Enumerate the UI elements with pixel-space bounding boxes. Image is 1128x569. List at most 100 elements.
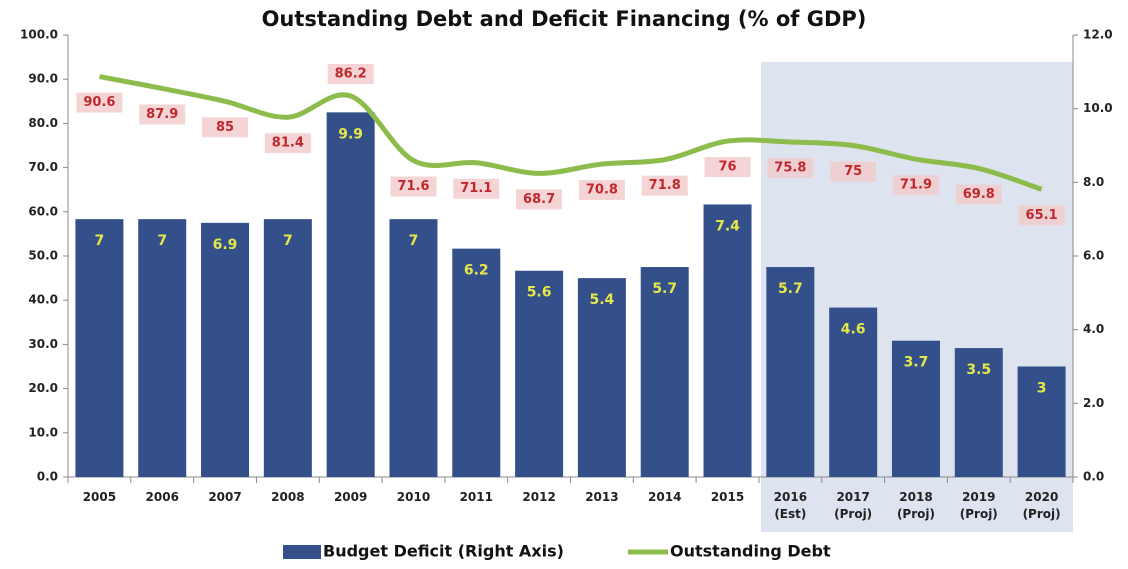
- debt-label-box: [955, 184, 1002, 205]
- y2-tick-label: 4.0: [1083, 322, 1104, 336]
- y-tick-label: 0.0: [37, 470, 58, 484]
- bar-value-label: 6.9: [213, 237, 238, 253]
- x-tick-label: 2009: [333, 490, 368, 504]
- legend-swatch: [283, 545, 321, 559]
- y2-tick-label: 2.0: [1083, 396, 1104, 410]
- bar-value-label: 7: [157, 233, 167, 249]
- debt-value-label: 85: [216, 120, 234, 135]
- bar-value-label: 3: [1037, 381, 1047, 397]
- debt-label-box: [453, 178, 500, 199]
- x-tick-label: 2014: [648, 490, 682, 504]
- bar: [766, 267, 815, 477]
- debt-value-label: 81.4: [272, 136, 304, 151]
- debt-label-box: [139, 104, 186, 125]
- debt-label-box: [390, 176, 437, 197]
- bar: [891, 340, 940, 477]
- bar-value-label: 7: [409, 233, 419, 249]
- debt-label-box: [892, 175, 939, 196]
- y-tick-label: 80.0: [28, 116, 58, 130]
- bar: [954, 348, 1003, 477]
- debt-value-label: 90.6: [83, 95, 115, 110]
- bar-value-label: 6.2: [464, 263, 489, 279]
- y-tick-label: 10.0: [28, 425, 58, 439]
- x-tick-label: 2010: [396, 490, 431, 504]
- bar: [452, 248, 501, 477]
- bar: [263, 219, 312, 477]
- bar: [703, 204, 752, 477]
- debt-value-label: 71.6: [397, 179, 429, 194]
- debt-value-label: 75.8: [774, 160, 806, 175]
- bar: [201, 222, 250, 477]
- debt-value-label: 76: [718, 160, 736, 175]
- debt-label-box: [641, 175, 688, 196]
- bar-value-label: 7.4: [715, 218, 740, 234]
- y2-tick-label: 6.0: [1083, 249, 1104, 263]
- x-tick-label: 2015: [710, 490, 745, 504]
- debt-label-box: [578, 180, 625, 201]
- debt-line: [98, 74, 1043, 192]
- legend-label: Budget Deficit (Right Axis): [323, 542, 564, 561]
- bar-value-label: 5.7: [778, 281, 803, 297]
- debt-label-box: [516, 189, 563, 210]
- x-tick-label: 2006: [145, 490, 179, 504]
- y-tick-label: 50.0: [28, 249, 58, 263]
- bar: [326, 112, 375, 477]
- bar: [75, 219, 124, 477]
- y-tick-label: 90.0: [28, 72, 58, 86]
- debt-value-label: 65.1: [1026, 208, 1058, 223]
- bar-value-label: 3.5: [966, 362, 991, 378]
- debt-value-label: 87.9: [146, 107, 178, 122]
- bar-value-label: 5.6: [527, 285, 552, 301]
- bar: [640, 267, 689, 477]
- x-tick-label: 2013: [585, 490, 619, 504]
- debt-value-label: 71.1: [460, 181, 492, 196]
- bar-value-label: 3.7: [904, 355, 929, 371]
- x-tick-label: 2008: [271, 490, 305, 504]
- y2-tick-label: 12.0: [1083, 28, 1113, 42]
- y-tick-label: 40.0: [28, 293, 58, 307]
- chart-title: Outstanding Debt and Deficit Financing (…: [262, 7, 867, 31]
- debt-value-label: 71.8: [649, 178, 681, 193]
- debt-label-box: [1018, 205, 1065, 226]
- y-tick-label: 20.0: [28, 381, 58, 395]
- debt-label-box: [704, 157, 751, 178]
- legend-label: Outstanding Debt: [670, 542, 831, 561]
- bar: [138, 219, 187, 477]
- bar: [577, 278, 626, 477]
- y-tick-label: 70.0: [28, 160, 58, 174]
- bar-value-label: 4.6: [841, 322, 866, 338]
- y2-tick-label: 0.0: [1083, 470, 1104, 484]
- bar-value-label: 5.4: [590, 292, 615, 308]
- debt-label-box: [327, 63, 374, 84]
- y-tick-label: 30.0: [28, 337, 58, 351]
- debt-label-box: [830, 161, 877, 182]
- bar: [829, 307, 878, 477]
- debt-label-box: [264, 133, 311, 154]
- x-tick-label: 2005: [82, 490, 117, 504]
- x-tick-label: 2007: [208, 490, 242, 504]
- x-tick-label: 2016 (Est): [773, 490, 808, 521]
- debt-value-label: 75: [844, 164, 862, 179]
- bar: [389, 219, 438, 477]
- x-tick-label: 2018 (Proj): [896, 490, 935, 521]
- y-tick-label: 60.0: [28, 204, 58, 218]
- x-tick-label: 2020 (Proj): [1022, 490, 1061, 521]
- debt-value-label: 86.2: [335, 66, 367, 81]
- debt-label-box: [767, 157, 814, 178]
- y-tick-label: 100.0: [20, 28, 58, 42]
- bar: [515, 270, 564, 477]
- y2-tick-label: 10.0: [1083, 101, 1113, 115]
- bar-value-label: 7: [283, 233, 293, 249]
- debt-label-box: [202, 117, 249, 138]
- x-tick-label: 2019 (Proj): [959, 490, 998, 521]
- x-tick-label: 2011: [459, 490, 493, 504]
- bar-value-label: 5.7: [652, 281, 677, 297]
- debt-label-box: [76, 92, 123, 113]
- bar-value-label: 7: [95, 233, 105, 249]
- x-tick-label: 2012: [522, 490, 556, 504]
- debt-value-label: 69.8: [963, 187, 995, 202]
- x-tick-label: 2017 (Proj): [834, 490, 873, 521]
- bar: [1017, 366, 1066, 477]
